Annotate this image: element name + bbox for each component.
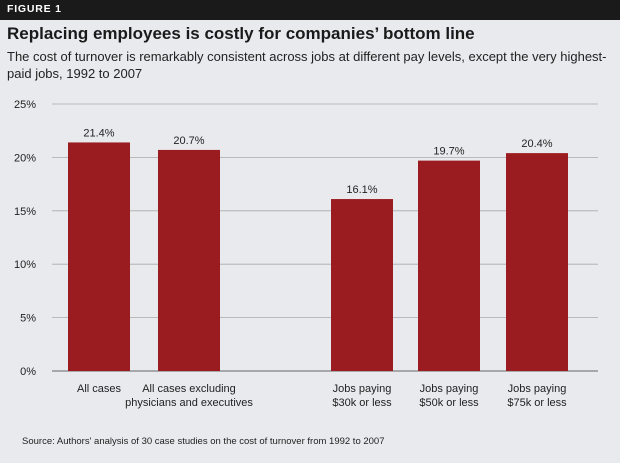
data-label: 20.4% bbox=[521, 138, 552, 150]
y-tick-label: 5% bbox=[20, 313, 36, 325]
bar bbox=[506, 153, 568, 371]
source-note: Source: Authors' analysis of 30 case stu… bbox=[22, 436, 385, 447]
x-tick-label: All cases excluding physicians and execut… bbox=[125, 383, 253, 409]
bar bbox=[418, 160, 480, 371]
figure-label: FIGURE 1 bbox=[7, 3, 62, 15]
bar bbox=[68, 142, 130, 371]
x-tick-label: Jobs paying $50k or less bbox=[419, 383, 479, 409]
y-tick-label: 10% bbox=[14, 259, 36, 271]
data-label: 21.4% bbox=[83, 127, 114, 139]
data-label: 16.1% bbox=[346, 184, 377, 196]
chart-subtitle: The cost of turnover is remarkably consi… bbox=[7, 49, 607, 81]
data-label: 19.7% bbox=[433, 146, 464, 158]
x-tick-label: Jobs paying $75k or less bbox=[507, 383, 567, 409]
figure-header-bar: FIGURE 1 bbox=[0, 0, 620, 20]
y-tick-label: 20% bbox=[14, 152, 36, 164]
y-tick-label: 0% bbox=[20, 366, 36, 378]
y-tick-label: 15% bbox=[14, 206, 36, 218]
bar bbox=[331, 199, 393, 371]
chart-title: Replacing employees is costly for compan… bbox=[7, 24, 475, 43]
x-tick-label: All cases bbox=[77, 383, 122, 395]
x-tick-label: Jobs paying $30k or less bbox=[332, 383, 392, 409]
y-tick-label: 25% bbox=[14, 99, 36, 111]
bar bbox=[158, 149, 220, 371]
data-label: 20.7% bbox=[173, 135, 204, 147]
